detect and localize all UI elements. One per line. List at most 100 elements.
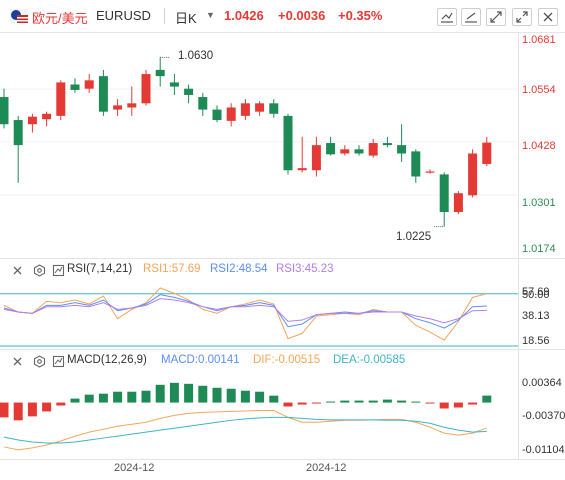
rsi2-line <box>3 294 487 329</box>
macd-histogram-bar <box>27 402 37 417</box>
macd-value: MACD:0.00141 <box>161 354 240 366</box>
rsi-title: RSI(7,14,21) <box>67 263 133 275</box>
candle-body <box>354 149 364 154</box>
macd-header: MACD(12,26,9) MACD:0.00141 DIF:-0.00515 … <box>12 354 512 370</box>
candle-body <box>184 88 194 95</box>
candle-body <box>27 116 37 125</box>
period-selector[interactable]: 日K <box>175 11 197 26</box>
price-change: +0.0036 <box>278 8 326 23</box>
rsi1-value: RSI1:57.69 <box>143 263 201 275</box>
candle-body <box>226 107 236 121</box>
macd-histogram-bar <box>226 388 236 403</box>
indicator-icon[interactable] <box>52 264 65 277</box>
candle-body <box>468 153 478 196</box>
candle-body <box>482 142 492 164</box>
draw-tool-button[interactable] <box>437 8 457 26</box>
macd-histogram-bar <box>269 395 279 403</box>
macd-histogram-bar <box>397 400 407 403</box>
indicator-icon[interactable] <box>52 355 65 368</box>
macd-histogram-bar <box>255 391 265 403</box>
candle-body <box>240 103 250 116</box>
candle-body <box>70 84 80 90</box>
collapse-icon[interactable] <box>12 264 25 277</box>
macd-histogram-bar <box>184 383 194 403</box>
macd-histogram-bar <box>127 391 137 403</box>
gear-icon[interactable] <box>33 355 46 368</box>
chevron-down-icon[interactable]: ▼ <box>206 10 215 20</box>
candlestick-chart[interactable] <box>0 34 518 258</box>
close-button[interactable] <box>538 8 558 26</box>
macd-histogram-bar <box>155 384 165 403</box>
candle-body <box>198 97 208 110</box>
price-axis-label: 1.0301 <box>522 197 556 209</box>
rsi-chart[interactable] <box>0 280 518 348</box>
candle-body <box>297 168 307 171</box>
candle-body <box>127 103 137 108</box>
rsi2-value: RSI2:48.54 <box>210 263 268 275</box>
candle-body <box>98 76 108 112</box>
candle-body <box>411 151 421 177</box>
candle-body <box>42 113 52 120</box>
expand-button[interactable] <box>512 8 532 26</box>
macd-histogram-bar <box>240 390 250 403</box>
symbol-code[interactable]: EURUSD <box>96 8 151 23</box>
candle-body <box>326 143 336 155</box>
high-annotation: 1.0630 <box>178 50 214 62</box>
rsi-header: RSI(7,14,21) RSI1:57.69 RSI2:48.54 RSI3:… <box>12 263 512 279</box>
dif-line <box>3 409 487 451</box>
macd-histogram-bar <box>13 402 23 421</box>
macd-histogram-bar <box>411 401 421 403</box>
candle-body <box>283 115 293 171</box>
candle-body <box>84 80 94 89</box>
gear-icon[interactable] <box>33 264 46 277</box>
time-axis-label: 2024-12 <box>306 462 347 474</box>
candle-body <box>269 103 279 114</box>
macd-histogram-bar <box>368 400 378 403</box>
macd-histogram-bar <box>439 402 449 409</box>
last-price: 1.0426 <box>224 8 264 23</box>
candle-body <box>439 174 449 213</box>
dea-value: DEA:-0.00585 <box>333 354 406 366</box>
candle-body <box>155 69 165 77</box>
fullscreen-button[interactable] <box>486 8 506 26</box>
macd-histogram-bar <box>113 391 123 403</box>
collapse-icon[interactable] <box>12 355 25 368</box>
draw-line-button[interactable] <box>461 8 481 26</box>
rsi-axis-label: 50.00 <box>522 289 550 301</box>
macd-histogram-bar <box>141 390 151 403</box>
symbol-name[interactable]: 欧元/美元 <box>32 11 88 26</box>
candle-body <box>113 105 123 110</box>
time-axis-label: 2024-12 <box>114 462 155 474</box>
dif-value: DIF:-0.00515 <box>253 354 321 366</box>
flag-icon <box>10 9 28 23</box>
macd-histogram-bar <box>56 402 66 406</box>
candle-body <box>212 109 222 121</box>
price-change-percent: +0.35% <box>338 8 383 23</box>
macd-title: MACD(12,26,9) <box>67 354 147 366</box>
macd-histogram-bar <box>84 394 94 403</box>
draw-tool-icon <box>441 12 453 23</box>
draw-line-icon <box>465 12 477 23</box>
macd-histogram-bar <box>311 402 321 404</box>
macd-histogram-bar <box>297 402 307 405</box>
header-divider <box>164 8 165 24</box>
candle-body <box>425 171 435 173</box>
macd-chart[interactable] <box>0 371 518 459</box>
rsi-axis-label: 57.69 <box>522 286 550 298</box>
pane-divider <box>0 349 565 350</box>
fullscreen-icon <box>490 11 502 23</box>
macd-axis-label: -0.01104 <box>522 444 565 456</box>
candle-body <box>141 74 151 104</box>
macd-histogram-bar <box>425 402 435 404</box>
rsi-axis-label: 38.13 <box>522 310 550 322</box>
candle-body <box>169 82 179 87</box>
candle-body <box>0 97 9 125</box>
rsi3-line <box>3 298 487 324</box>
macd-axis-label: -0.00370 <box>522 410 565 422</box>
candle-body <box>311 145 321 171</box>
macd-histogram-bar <box>326 401 336 403</box>
candle-body <box>340 149 350 154</box>
macd-histogram-bar <box>283 402 293 407</box>
pane-divider <box>0 459 565 460</box>
candle-body <box>397 145 407 154</box>
